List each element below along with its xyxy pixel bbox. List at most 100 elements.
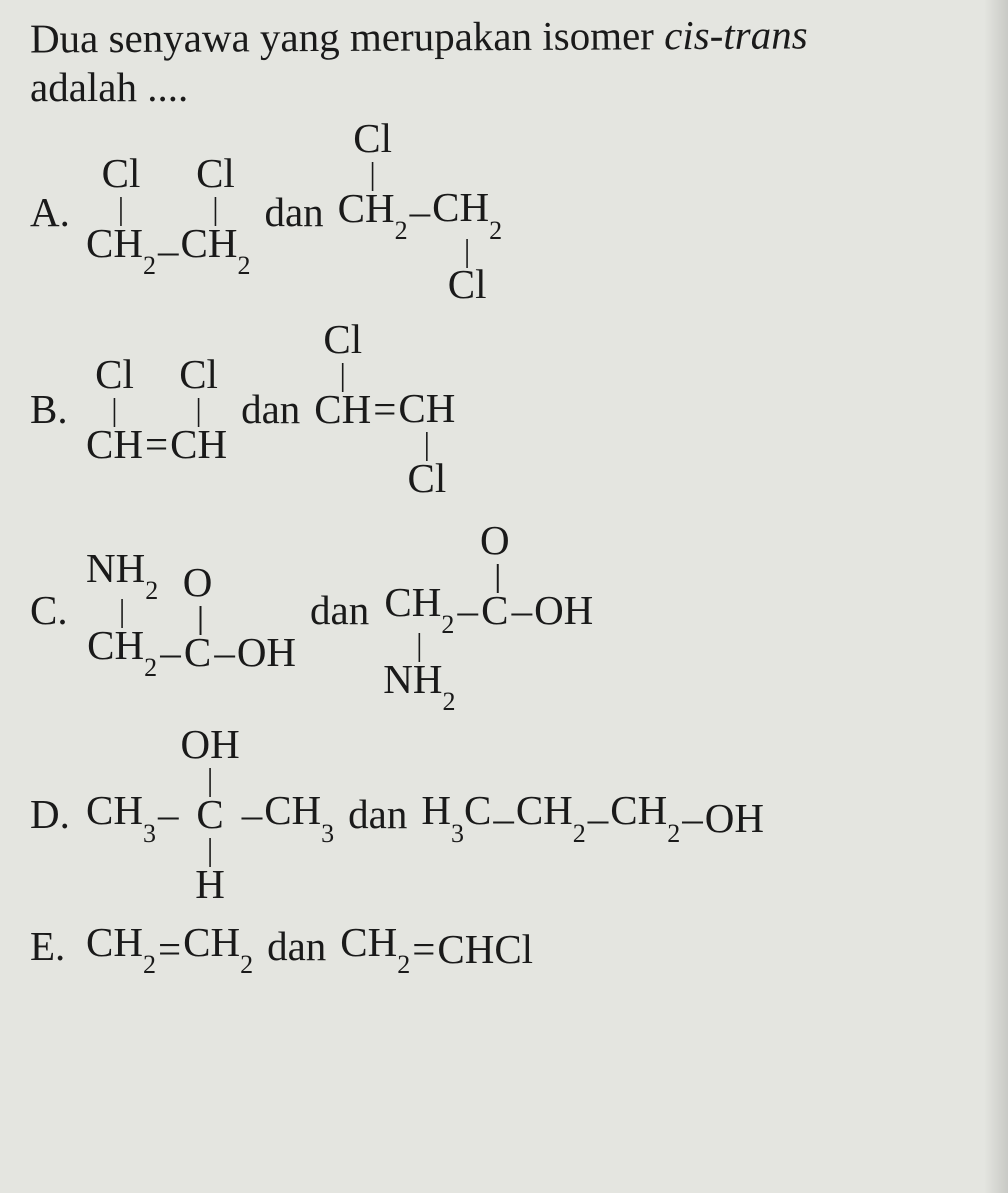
atom-c: C: [184, 632, 211, 673]
option-c-label: C.: [30, 586, 86, 634]
atom-oh: OH: [534, 590, 593, 631]
atom-ch2: CH2: [338, 188, 408, 236]
vdbond: ||: [494, 561, 495, 590]
hbond: –: [240, 794, 265, 835]
atom-ch2: CH2: [340, 922, 410, 970]
vbond: |: [195, 395, 201, 424]
question-text-1: Dua senyawa yang merupakan isomer: [30, 12, 654, 61]
vbond: |: [207, 765, 213, 794]
atom-oh: OH: [705, 798, 764, 839]
chem-col: –: [156, 725, 181, 904]
vbond: |: [340, 360, 346, 389]
atom-ch2: CH2: [86, 922, 156, 970]
atom-cl: Cl: [353, 118, 392, 159]
chem-col: CH2 | Cl: [432, 118, 502, 305]
atom-c: C: [481, 590, 508, 631]
chem-col: CH2 | NH2: [383, 513, 455, 707]
vbond: |: [119, 596, 125, 625]
hdbond: =: [371, 389, 398, 430]
chem-col: CH3: [264, 721, 334, 907]
atom-ch2: CH2: [180, 223, 250, 271]
chem-col: =: [371, 320, 398, 499]
option-b: B. Cl | CH = Cl | CH dan Cl |: [30, 319, 988, 499]
chem-col: OH | C | H: [180, 724, 239, 905]
option-c-structure-2: CH2 | NH2 – O || C: [383, 513, 593, 707]
chem-col: CH | Cl: [398, 319, 455, 499]
hbond: –: [680, 798, 705, 839]
atom-h3c: H3C: [421, 790, 491, 838]
vbond: |: [464, 236, 470, 265]
option-d-label: D.: [30, 790, 86, 838]
atom-ch2: CH2: [87, 625, 157, 673]
conjunction-dan: dan: [241, 385, 300, 433]
atom-ch2: CH2: [610, 790, 680, 838]
option-c-structure-1: NH2 | CH2 – O || C – OH: [86, 548, 296, 673]
atom-oh: OH: [237, 632, 296, 673]
option-c: C. NH2 | CH2 – O || C – OH dan: [30, 513, 988, 707]
conjunction-dan: dan: [310, 586, 369, 634]
option-d: D. CH3 – OH |: [30, 721, 988, 907]
chem-col: OH: [534, 521, 593, 700]
atom-oh: OH: [180, 724, 239, 765]
hbond: –: [212, 632, 237, 673]
atom-cl: Cl: [102, 153, 141, 194]
option-d-structure-1: CH3 – OH | C | H: [86, 721, 334, 907]
hbond: –: [156, 794, 181, 835]
atom-ch2: CH2: [183, 922, 253, 970]
conjunction-dan: dan: [348, 790, 407, 838]
hbond: –: [586, 798, 611, 839]
hbond: –: [491, 798, 516, 839]
hbond: –: [156, 230, 181, 271]
option-a-structure-1: Cl | CH2 – Cl | CH2: [86, 153, 250, 271]
atom-cl: Cl: [448, 264, 487, 305]
chem-col: –: [455, 521, 480, 700]
hbond: –: [510, 590, 535, 631]
chem-col: O || C: [480, 520, 510, 700]
vbond: |: [111, 395, 117, 424]
vbond: |: [207, 835, 213, 864]
chem-col: Cl | CH: [86, 354, 143, 465]
hbond: –: [408, 191, 433, 232]
option-e-structure-2: CH2 = CHCl: [340, 922, 533, 970]
options-container: A. Cl | CH2 – Cl | CH2 dan Cl |: [30, 118, 988, 969]
conjunction-dan: dan: [267, 922, 326, 970]
chem-col: Cl | CH2: [180, 153, 250, 271]
atom-chcl: CHCl: [437, 929, 533, 970]
atom-cl: Cl: [407, 458, 446, 499]
chem-col: O || C: [183, 562, 213, 673]
option-b-structure-2: Cl | CH = CH | C: [314, 319, 455, 499]
atom-ch2: CH2: [384, 582, 454, 630]
chem-col: –: [240, 725, 265, 904]
atom-nh2: NH2: [383, 659, 455, 707]
option-a-structure-2: Cl | CH2 – CH2 |: [338, 118, 502, 305]
page-right-shadow: [984, 0, 1008, 1193]
option-b-label: B.: [30, 385, 86, 433]
atom-ch3: CH3: [86, 790, 156, 838]
atom-ch2: CH2: [516, 790, 586, 838]
chem-col: Cl | CH: [170, 354, 227, 465]
question-line-1: Dua senyawa yang merupakan isomer cis-tr…: [30, 9, 988, 63]
question-text-italic: cis-trans: [664, 11, 808, 58]
atom-nh2: NH2: [86, 548, 158, 596]
option-a: A. Cl | CH2 – Cl | CH2 dan Cl |: [30, 118, 988, 305]
atom-ch: CH: [398, 388, 455, 429]
vbond: |: [369, 159, 375, 188]
vbond: |: [212, 194, 218, 223]
option-b-structure-1: Cl | CH = Cl | CH: [86, 354, 227, 465]
hdbond: =: [410, 929, 437, 970]
vbond: |: [424, 429, 430, 458]
vbond: |: [118, 194, 124, 223]
hdbond: =: [143, 424, 170, 465]
chem-col: –: [510, 521, 535, 700]
option-a-label: A.: [30, 188, 86, 236]
atom-h: H: [195, 864, 225, 905]
option-d-structure-2: H3C – CH2 – CH2 – OH: [421, 790, 764, 838]
atom-ch2: CH2: [86, 223, 156, 271]
atom-ch2: CH2: [432, 187, 502, 235]
option-e-structure-1: CH2 = CH2: [86, 922, 253, 970]
atom-cl: Cl: [323, 319, 362, 360]
option-e: E. CH2 = CH2 dan CH2 = CHCl: [30, 922, 988, 970]
hbond: –: [455, 590, 480, 631]
chem-col: Cl | CH: [314, 319, 371, 499]
question-page: Dua senyawa yang merupakan isomer cis-tr…: [0, 0, 1008, 982]
